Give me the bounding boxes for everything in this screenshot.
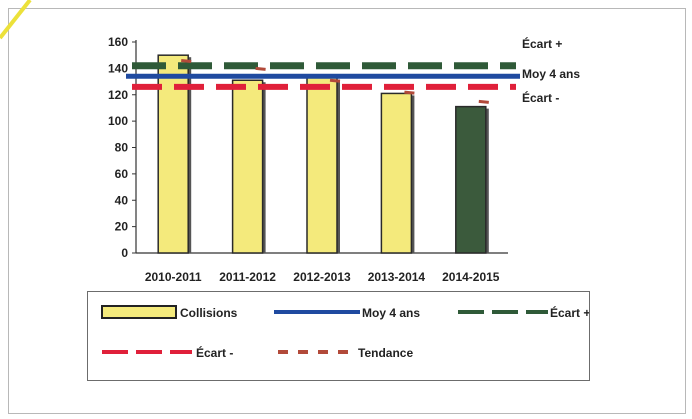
y-tick-label: 20 — [115, 220, 129, 234]
y-tick-label: 60 — [115, 167, 129, 181]
y-tick-label: 120 — [108, 88, 128, 102]
x-tick-label: 2010-2011 — [145, 270, 202, 284]
bar-collisions-2014-2015 — [455, 105, 487, 254]
label-ecart-minus: Écart - — [522, 90, 559, 105]
legend-swatch-collisions — [101, 305, 177, 319]
x-tick-label: 2012-2013 — [293, 270, 351, 284]
trend-point-2012-2013 — [329, 78, 341, 83]
trend-point-2010-2011 — [181, 58, 192, 63]
trend-point-2013-2014 — [404, 90, 415, 95]
y-tick-label: 100 — [108, 114, 128, 128]
bar-collisions-2013-2014 — [380, 92, 413, 254]
label-moy-4-ans: Moy 4 ans — [522, 67, 580, 81]
x-tick-label: 2013-2014 — [368, 270, 426, 284]
trend-point-2014-2015 — [478, 99, 489, 104]
y-tick-label: 160 — [108, 35, 128, 49]
y-tick-label: 0 — [121, 246, 128, 260]
legend-label-ecart-plus: Écart + — [550, 305, 589, 320]
y-tick-label: 40 — [115, 193, 129, 207]
plot-area: 0 20 40 60 80 100 120 140 160 2010-2011 2011-2012 2… — [108, 35, 580, 284]
x-tick-label: 2011-2012 — [219, 270, 276, 284]
legend-label-tendance: Tendance — [358, 346, 413, 360]
trend-point-2011-2012 — [255, 66, 266, 71]
y-tick-label: 80 — [115, 141, 129, 155]
legend-label-ecart-minus: Écart - — [196, 345, 233, 360]
bar-collisions-2011-2012 — [231, 79, 264, 254]
bar-collisions-2012-2013 — [306, 76, 338, 254]
legend: Collisions Moy 4 ans Écart + Écart - Ten… — [87, 291, 590, 381]
x-tick-label: 2014-2015 — [442, 270, 500, 284]
legend-label-moy-4-ans: Moy 4 ans — [362, 306, 420, 320]
legend-label-collisions: Collisions — [180, 306, 238, 320]
y-tick-label: 140 — [108, 61, 128, 75]
label-ecart-plus: Écart + — [522, 36, 562, 51]
